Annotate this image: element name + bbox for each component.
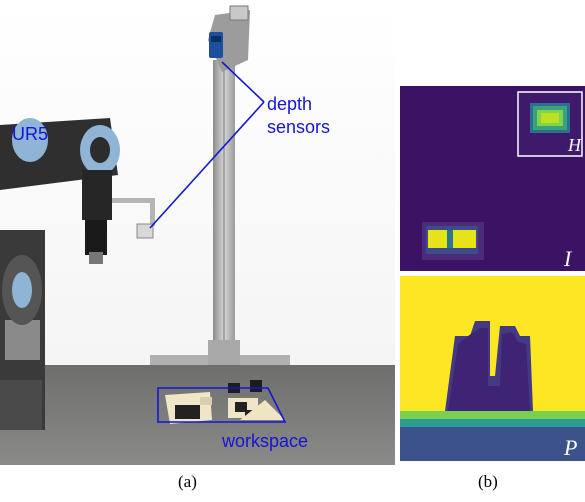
inset-box-h — [517, 91, 583, 157]
top-depth-sensor — [209, 32, 223, 58]
inset-label-h: H — [567, 135, 582, 155]
ur5-label: UR5 — [12, 124, 48, 144]
workspace-label: workspace — [221, 431, 308, 451]
caption-a: (a) — [178, 472, 197, 491]
robot-setup-photo: UR5 depth sensors workspace — [0, 0, 395, 465]
corner-label-p: P — [563, 435, 577, 460]
ur5-robot — [0, 118, 155, 430]
annotations: UR5 depth sensors workspace — [12, 61, 330, 451]
depth-sensors-label-line1: depth — [267, 94, 312, 114]
workspace-objects — [165, 380, 285, 424]
caption-b: (b) — [478, 472, 498, 491]
depth-image-i: H I — [400, 86, 585, 271]
sensor-pole — [150, 5, 290, 365]
depth-image-p: P — [400, 276, 585, 461]
depth-sensors-label-line2: sensors — [267, 117, 330, 137]
depth-images-panel: H I P — [400, 86, 585, 461]
corner-label-i: I — [563, 246, 573, 271]
